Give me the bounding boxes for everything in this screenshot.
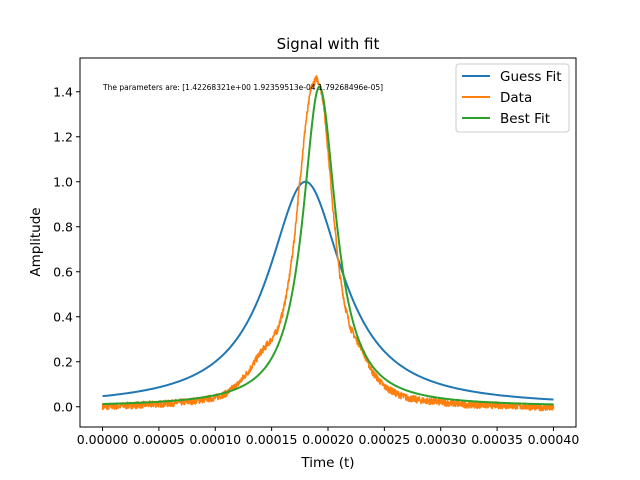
series-data-line — [101, 75, 555, 412]
x-tick-label: 0.00035 — [471, 432, 523, 447]
y-tick-label: 0.6 — [53, 264, 73, 279]
series-guess-fit-line — [102, 180, 554, 401]
legend-label-guess-fit: Guess Fit — [500, 69, 562, 85]
y-tick-label: 0.8 — [53, 219, 73, 234]
x-tick-label: 0.00000 — [77, 432, 129, 447]
y-tick-label: 1.2 — [53, 129, 73, 144]
legend-label-best-fit: Best Fit — [500, 111, 550, 127]
legend-label-data: Data — [500, 90, 532, 106]
x-tick-label: 0.00020 — [302, 432, 354, 447]
y-axis-label: Amplitude — [28, 207, 44, 276]
x-tick-label: 0.00040 — [528, 432, 580, 447]
x-tick-label: 0.00015 — [246, 432, 298, 447]
y-tick-label: 0.4 — [53, 309, 73, 324]
series-best-fit-line — [102, 85, 554, 406]
y-tick-label: 1.0 — [53, 174, 73, 189]
legend-box — [455, 63, 570, 133]
parameters-annotation: The parameters are: [1.42268321e+00 1.92… — [102, 83, 383, 92]
x-tick-label: 0.00010 — [189, 432, 241, 447]
chart-title: Signal with fit — [277, 35, 380, 53]
y-tick-label: 1.4 — [53, 84, 73, 99]
x-tick-label: 0.00030 — [415, 432, 467, 447]
x-tick-label: 0.00005 — [133, 432, 185, 447]
x-tick-label: 0.00025 — [359, 432, 411, 447]
y-tick-label: 0.0 — [53, 399, 73, 414]
legend: Guess Fit Data Best Fit — [455, 63, 570, 133]
x-axis-label: Time (t) — [300, 455, 354, 471]
y-tick-label: 0.2 — [53, 354, 73, 369]
